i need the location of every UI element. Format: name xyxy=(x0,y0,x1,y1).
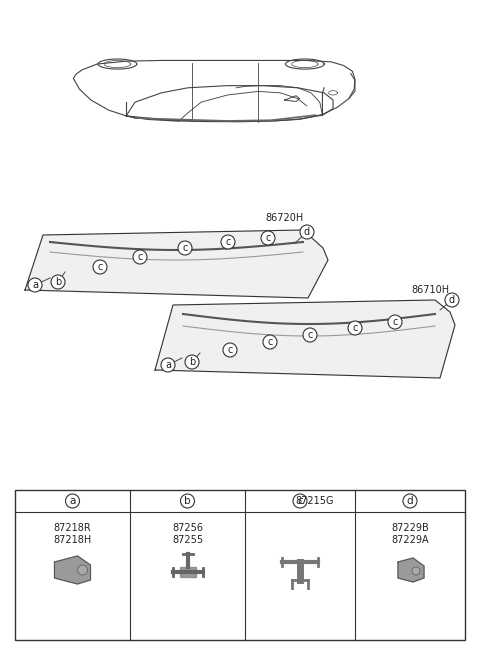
Text: c: c xyxy=(267,337,273,347)
Text: d: d xyxy=(407,496,413,506)
Text: 87218R: 87218R xyxy=(54,523,91,533)
Text: a: a xyxy=(32,280,38,290)
Text: c: c xyxy=(97,262,103,272)
Text: b: b xyxy=(55,277,61,287)
Circle shape xyxy=(178,241,192,255)
Circle shape xyxy=(445,293,459,307)
Text: c: c xyxy=(307,330,312,340)
Circle shape xyxy=(185,355,199,369)
Text: 87218H: 87218H xyxy=(53,535,92,545)
Polygon shape xyxy=(25,230,328,298)
Circle shape xyxy=(303,328,317,342)
Text: 87229B: 87229B xyxy=(391,523,429,533)
Text: c: c xyxy=(225,237,231,247)
Text: 86720H: 86720H xyxy=(266,213,304,223)
Text: c: c xyxy=(352,323,358,333)
Circle shape xyxy=(388,315,402,329)
Circle shape xyxy=(133,250,147,264)
Text: d: d xyxy=(449,295,455,305)
Circle shape xyxy=(65,494,80,508)
Text: c: c xyxy=(297,496,303,506)
Circle shape xyxy=(51,275,65,289)
Circle shape xyxy=(412,567,420,575)
Circle shape xyxy=(261,231,275,245)
Text: 87229A: 87229A xyxy=(391,535,429,545)
Text: 87215G: 87215G xyxy=(296,496,334,506)
Text: c: c xyxy=(392,317,398,327)
Circle shape xyxy=(221,235,235,249)
Polygon shape xyxy=(155,300,455,378)
Text: c: c xyxy=(137,252,143,262)
Circle shape xyxy=(28,278,42,292)
Bar xyxy=(15,490,465,640)
Circle shape xyxy=(293,494,307,508)
Circle shape xyxy=(300,225,314,239)
Circle shape xyxy=(93,260,107,274)
Circle shape xyxy=(77,565,87,575)
Polygon shape xyxy=(398,558,424,582)
Circle shape xyxy=(348,321,362,335)
Text: 87255: 87255 xyxy=(172,535,203,545)
Text: 87256: 87256 xyxy=(172,523,203,533)
Circle shape xyxy=(263,335,277,349)
Circle shape xyxy=(403,494,417,508)
Text: a: a xyxy=(165,360,171,370)
Circle shape xyxy=(161,358,175,372)
Text: d: d xyxy=(304,227,310,237)
Circle shape xyxy=(180,494,194,508)
Circle shape xyxy=(223,343,237,357)
Text: b: b xyxy=(184,496,191,506)
Text: a: a xyxy=(69,496,76,506)
Text: c: c xyxy=(182,243,188,253)
Text: b: b xyxy=(189,357,195,367)
Text: c: c xyxy=(265,233,271,243)
Text: c: c xyxy=(228,345,233,355)
Polygon shape xyxy=(55,556,91,584)
Polygon shape xyxy=(180,567,195,577)
Text: 86710H: 86710H xyxy=(411,285,449,295)
